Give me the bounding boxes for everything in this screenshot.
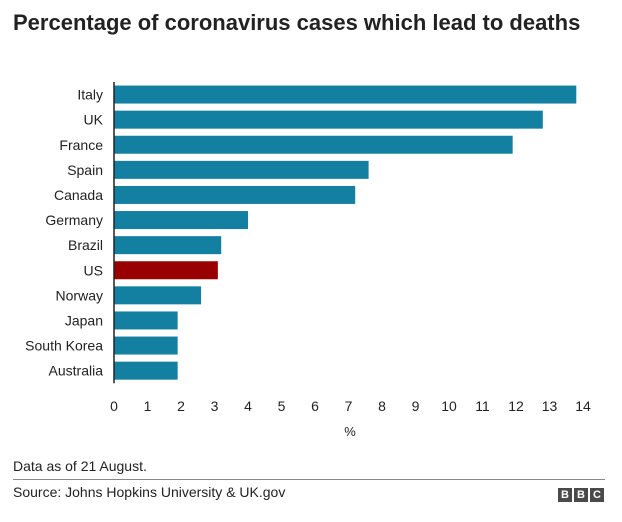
x-axis-label: % [344, 424, 356, 439]
source-note: Source: Johns Hopkins University & UK.go… [13, 484, 286, 500]
x-tick-label-5: 5 [278, 398, 286, 414]
bbc-logo-letter-c: C [590, 488, 604, 502]
category-label-australia: Australia [49, 363, 104, 379]
x-tick-label-6: 6 [311, 398, 319, 414]
bbc-logo-letter-b2: B [574, 488, 588, 502]
category-label-spain: Spain [67, 162, 103, 178]
bbc-logo-letter-b1: B [558, 488, 572, 502]
category-label-south-korea: South Korea [25, 338, 103, 354]
x-tick-label-12: 12 [508, 398, 524, 414]
x-tick-label-13: 13 [542, 398, 558, 414]
x-tick-label-10: 10 [441, 398, 457, 414]
bar-south-korea [114, 336, 178, 355]
x-tick-label-2: 2 [177, 398, 185, 414]
bbc-logo: B B C [558, 488, 604, 502]
footer-divider [13, 479, 605, 480]
bar-norway [114, 286, 202, 305]
bar-italy [114, 85, 577, 104]
bar-canada [114, 185, 356, 204]
bar-chart: Italy UK France Spain Canada Germany Brazil US N… [25, 82, 591, 439]
category-label-france: France [59, 137, 103, 153]
x-tick-label-0: 0 [110, 398, 118, 414]
category-label-norway: Norway [56, 287, 103, 303]
category-label-canada: Canada [54, 187, 103, 203]
category-label-italy: Italy [77, 87, 103, 103]
bar-brazil [114, 236, 222, 255]
x-tick-label-11: 11 [475, 398, 490, 414]
x-tick-label-3: 3 [211, 398, 219, 414]
bar-france [114, 135, 513, 154]
x-tick-label-8: 8 [378, 398, 386, 414]
footnote: Data as of 21 August. [13, 458, 147, 474]
category-label-japan: Japan [65, 312, 103, 328]
bar-australia [114, 361, 178, 380]
x-tick-label-7: 7 [345, 398, 353, 414]
bar-us [114, 261, 218, 280]
bar-spain [114, 160, 369, 179]
x-tick-label-4: 4 [244, 398, 252, 414]
chart-title: Percentage of coronavirus cases which le… [13, 10, 581, 35]
x-tick-label-14: 14 [575, 398, 591, 414]
bar-japan [114, 311, 178, 330]
x-tick-label-1: 1 [144, 398, 152, 414]
x-tick-label-9: 9 [412, 398, 420, 414]
bar-uk [114, 110, 543, 129]
category-label-brazil: Brazil [68, 237, 103, 253]
category-label-us: US [84, 262, 103, 278]
bar-germany [114, 211, 248, 230]
category-label-uk: UK [84, 112, 104, 128]
category-label-germany: Germany [45, 212, 103, 228]
